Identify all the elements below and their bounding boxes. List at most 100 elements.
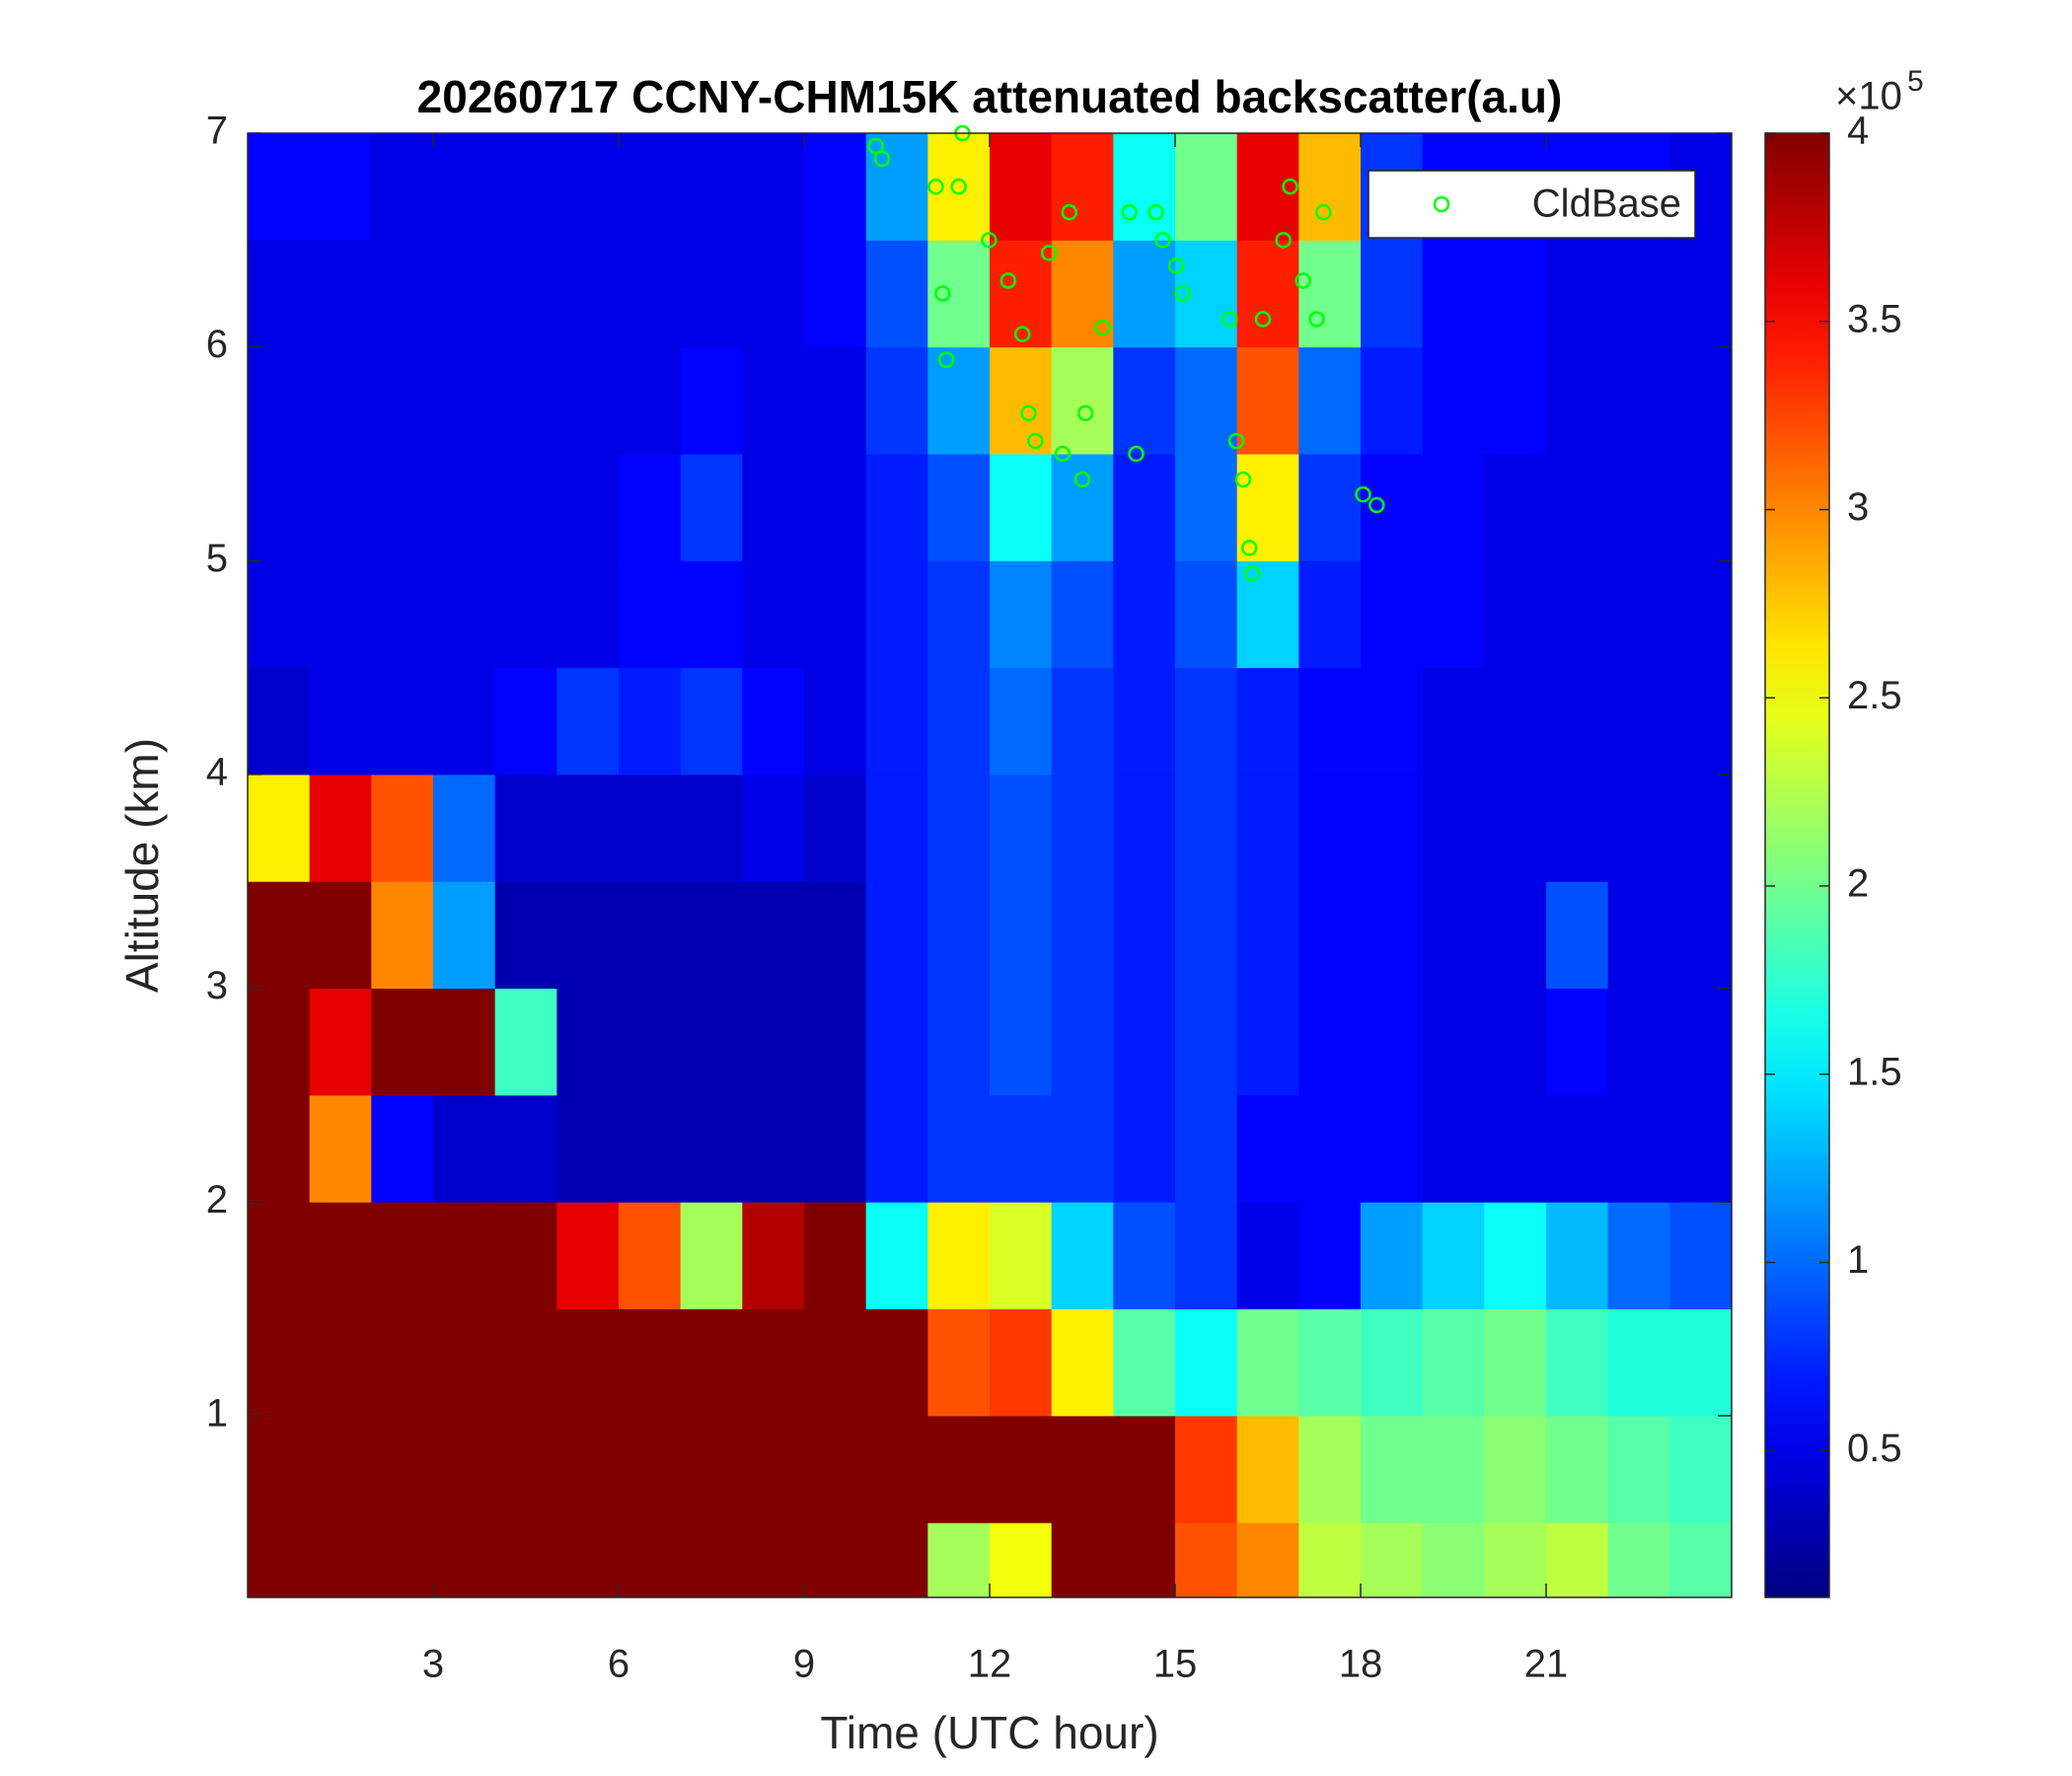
heatmap-cell — [371, 1308, 434, 1417]
heatmap-cell — [927, 1308, 991, 1417]
heatmap-cell — [1484, 988, 1547, 1096]
heatmap-cell — [1236, 240, 1299, 348]
heatmap-cell — [309, 240, 372, 348]
heatmap-cell — [1236, 453, 1299, 561]
heatmap-cell — [433, 1202, 496, 1310]
heatmap-cell — [619, 1415, 682, 1523]
heatmap-cell — [1669, 881, 1732, 990]
colorbar-tick-label: 2 — [1847, 862, 1869, 906]
heatmap-cell — [1175, 346, 1238, 455]
cloud-base-point — [1073, 471, 1091, 488]
heatmap-cell — [309, 988, 372, 1096]
heatmap-cell — [1669, 1202, 1732, 1310]
x-axis-label: Time (UTC hour) — [820, 1707, 1158, 1758]
heatmap-cell — [1422, 1094, 1485, 1203]
heatmap-cell — [927, 774, 991, 882]
heatmap-cell — [804, 1522, 867, 1597]
heatmap-cell — [309, 1094, 372, 1203]
heatmap-cell — [865, 1202, 928, 1310]
heatmap-cell — [927, 1202, 991, 1310]
heatmap-cell — [433, 453, 496, 561]
heatmap-cell — [556, 667, 620, 776]
heatmap-cell — [1175, 1094, 1238, 1203]
cloud-base-point — [1355, 485, 1371, 503]
heatmap-cell — [1484, 1522, 1547, 1597]
heatmap-cell — [1113, 346, 1176, 455]
heatmap-cell — [865, 1094, 928, 1203]
heatmap-cell — [371, 667, 434, 776]
y-tick-label: 7 — [206, 110, 228, 153]
heatmap-cell — [1546, 667, 1609, 776]
colorbar-tick-label: 2.5 — [1847, 674, 1902, 717]
heatmap-cell — [309, 560, 372, 669]
heatmap-cell — [371, 1415, 434, 1523]
heatmap-cell — [680, 346, 743, 455]
cloud-base-point — [1240, 540, 1258, 556]
heatmap-cell — [1607, 560, 1670, 669]
heatmap-cell — [1298, 881, 1362, 990]
heatmap-cell — [865, 667, 928, 776]
heatmap-cell — [619, 881, 682, 990]
heatmap-cell — [1422, 774, 1485, 882]
heatmap-cell — [1607, 240, 1670, 348]
heatmap-cell — [433, 1308, 496, 1417]
heatmap-cell — [1298, 988, 1362, 1096]
heatmap-cell — [1051, 1094, 1114, 1203]
heatmap-cell — [556, 774, 620, 882]
heatmap-cell — [680, 667, 743, 776]
heatmap-cell — [1298, 1094, 1362, 1203]
heatmap-cell — [1361, 346, 1424, 455]
heatmap-cell — [1175, 560, 1238, 669]
heatmap-cell — [494, 667, 557, 776]
heatmap-cell — [804, 133, 867, 241]
heatmap-cell — [1298, 1308, 1362, 1417]
colorbar-tick-label: 4 — [1847, 110, 1869, 153]
heatmap-cell — [1298, 1202, 1362, 1310]
heatmap-cell — [494, 346, 557, 455]
cloud-base-point — [1027, 432, 1044, 450]
heatmap-cell — [1113, 240, 1176, 348]
heatmap-cell — [248, 988, 311, 1096]
heatmap-cell — [1546, 1308, 1609, 1417]
heatmap-cell — [1607, 453, 1670, 561]
heatmap-cell — [990, 667, 1053, 776]
heatmap-cell — [927, 240, 991, 348]
heatmap-cell — [433, 774, 496, 882]
heatmap-cell — [1298, 1415, 1362, 1523]
heatmap-cell — [1051, 240, 1114, 348]
heatmap-cell — [742, 1308, 805, 1417]
heatmap-cell — [1051, 1202, 1114, 1310]
x-tick-label: 18 — [1339, 1643, 1383, 1686]
heatmap-cell — [433, 881, 496, 990]
heatmap-cell — [1298, 560, 1362, 669]
heatmap-cell — [1361, 240, 1424, 348]
heatmap-cell — [1361, 881, 1424, 990]
heatmap-cell — [865, 133, 928, 241]
heatmap-cell — [1113, 881, 1176, 990]
heatmap-cell — [865, 881, 928, 990]
heatmap-cell — [680, 988, 743, 1096]
legend-marker — [1433, 195, 1450, 213]
heatmap-cell — [1361, 667, 1424, 776]
heatmap-cell — [1113, 1094, 1176, 1203]
heatmap-cell — [742, 1094, 805, 1203]
heatmap-cell — [804, 1308, 867, 1417]
x-tick-label: 12 — [968, 1643, 1012, 1686]
heatmap-cell — [494, 1202, 557, 1310]
heatmap-cell — [1422, 988, 1485, 1096]
heatmap-cell — [433, 560, 496, 669]
heatmap-cell — [1607, 1202, 1670, 1310]
heatmap-cell — [1669, 453, 1732, 561]
heatmap-cell — [1236, 881, 1299, 990]
heatmap-cell — [680, 240, 743, 348]
heatmap-cell — [1113, 1308, 1176, 1417]
heatmap-cell — [1051, 346, 1114, 455]
heatmap-cell — [1422, 667, 1485, 776]
colorbar-tick-label: 1 — [1847, 1238, 1869, 1282]
heatmap-cell — [248, 453, 311, 561]
heatmap-cell — [1113, 453, 1176, 561]
cloud-base-point — [1244, 565, 1261, 582]
cloud-base-point — [1282, 178, 1298, 195]
heatmap-cell — [1607, 1308, 1670, 1417]
heatmap-cell — [865, 240, 928, 348]
